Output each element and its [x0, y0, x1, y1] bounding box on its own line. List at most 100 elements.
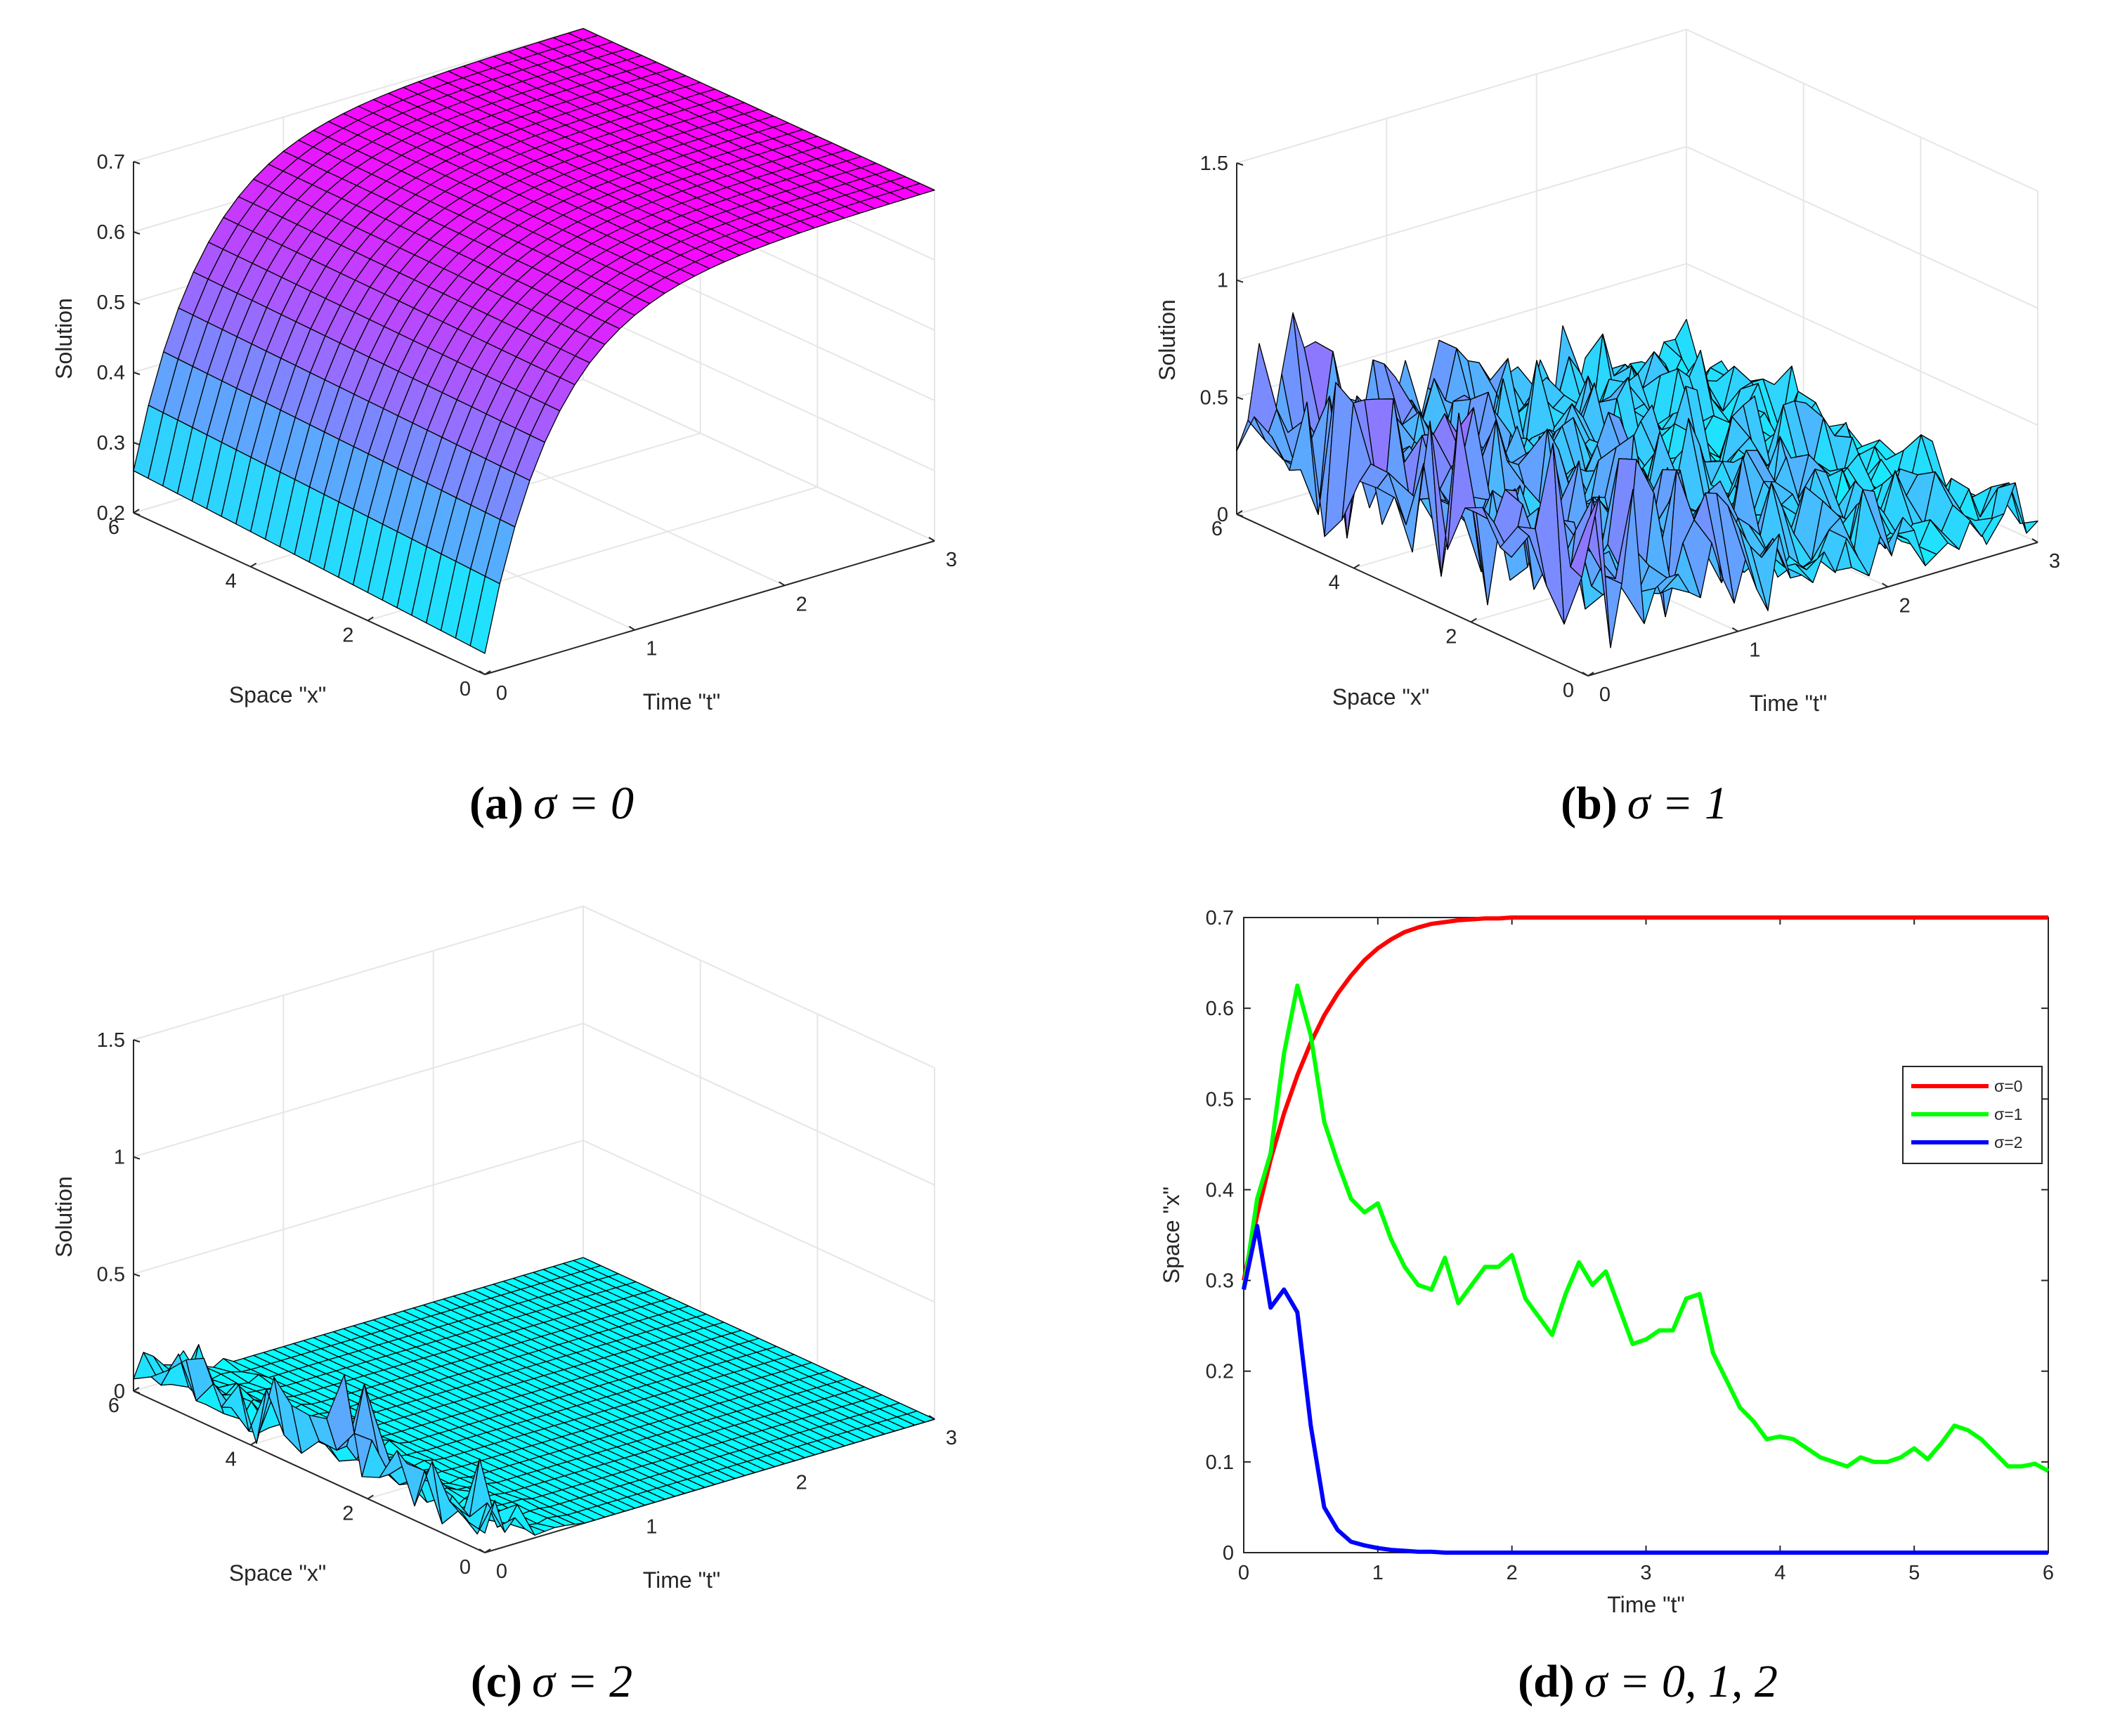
x-tick-label: 2 [1445, 625, 1457, 648]
caption-math: σ = 1 [1627, 778, 1728, 829]
z-tick [133, 372, 141, 375]
x-tick [250, 562, 257, 568]
t-tick-label: 3 [946, 549, 957, 571]
t-tick-label: 2 [796, 593, 807, 615]
series-line-2 [1242, 1224, 2048, 1555]
x-tick [367, 616, 374, 622]
z-tick [133, 161, 141, 164]
t-tick-label: 0 [496, 1560, 507, 1583]
x-tick [133, 1387, 140, 1392]
x-axis-label: Space "x" [229, 1560, 326, 1586]
series-line-1 [1242, 983, 2050, 1473]
z-tick-label: 0 [114, 1381, 125, 1403]
t-tick-label: 3 [2049, 550, 2060, 573]
x-tick [133, 509, 140, 514]
x-tick [1236, 510, 1243, 515]
z-tick-label: 0.5 [97, 1263, 125, 1286]
caption-label: (d) [1518, 1656, 1575, 1707]
y-tick-label: 0.5 [1206, 1088, 1234, 1111]
x-tick-label: 0 [460, 1556, 471, 1579]
legend-entry: σ=2 [1994, 1133, 2022, 1151]
surface-cell [1570, 495, 1600, 578]
z-tick-label: 0.3 [97, 432, 125, 455]
z-tick [1236, 396, 1244, 400]
grid-line [367, 136, 819, 622]
x-tick-label: 5 [1908, 1562, 1920, 1584]
z-tick [1236, 514, 1244, 517]
z-tick [1236, 162, 1244, 166]
x-tick [484, 1548, 491, 1553]
caption-label: (b) [1561, 778, 1618, 829]
caption-label: (c) [471, 1656, 522, 1707]
z-tick-label: 0.5 [97, 292, 125, 314]
caption-label: (a) [469, 778, 523, 829]
x-tick-label: 2 [1507, 1562, 1518, 1584]
x-tick-label: 6 [108, 1395, 119, 1417]
panel-axes [133, 161, 935, 675]
x-tick-label: 6 [108, 516, 119, 539]
x-tick [1587, 672, 1594, 677]
t-tick-label: 0 [496, 682, 507, 705]
x-tick-label: 0 [1563, 679, 1574, 702]
z-axis-label: Solution [1154, 299, 1180, 381]
z-tick-label: 0.2 [97, 502, 125, 525]
y-tick-label: 0.7 [1206, 907, 1234, 929]
x-axis-label: Time "t" [1607, 1592, 1684, 1617]
z-tick [1236, 279, 1244, 283]
grid-line [1236, 28, 2038, 192]
z-tick [133, 442, 141, 445]
t-axis-label: Time "t" [1750, 691, 1827, 716]
t-tick-label: 1 [646, 1516, 657, 1539]
x-tick-label: 2 [342, 624, 353, 646]
t-tick-label: 1 [1749, 639, 1760, 662]
legend-entry: σ=0 [1994, 1077, 2022, 1095]
x-tick-label: 6 [2043, 1562, 2054, 1584]
z-tick [133, 1390, 141, 1394]
z-tick [133, 301, 141, 305]
caption-math: σ = 0 [533, 778, 634, 829]
z-tick-label: 0.4 [97, 362, 125, 384]
t-tick-label: 1 [646, 638, 657, 660]
caption-d: (d) σ = 0, 1, 2 [1518, 1656, 1778, 1707]
z-tick-label: 1 [1217, 270, 1228, 292]
t-axis [1587, 542, 2038, 677]
y-tick-label: 0.1 [1206, 1451, 1234, 1474]
caption-c: (c) σ = 2 [471, 1656, 632, 1707]
x-tick [1470, 618, 1477, 623]
x-tick-label: 6 [1211, 518, 1223, 540]
z-tick-label: 1 [114, 1147, 125, 1169]
t-tick [1582, 672, 1589, 677]
z-tick-label: 1.5 [97, 1029, 125, 1052]
surface-cell [469, 575, 500, 654]
t-axis-label: Time "t" [643, 1567, 720, 1593]
t-tick [1731, 627, 1738, 632]
x-axis-label: Space "x" [1332, 684, 1429, 710]
surface-cell [467, 1500, 495, 1534]
caption-math: σ = 0, 1, 2 [1585, 1656, 1778, 1707]
x-tick-label: 0 [460, 678, 471, 700]
x-tick-label: 3 [1640, 1562, 1651, 1584]
t-tick [628, 625, 635, 631]
x-tick-label: 4 [1329, 572, 1340, 594]
z-tick-label: 0 [1217, 504, 1228, 526]
z-axis-label: Solution [51, 1176, 77, 1258]
x-axis [1236, 514, 1589, 677]
z-axis-label: Solution [51, 298, 77, 379]
t-tick [1882, 582, 1889, 588]
z-tick [133, 1039, 141, 1043]
t-axis [484, 540, 935, 675]
x-tick [484, 670, 491, 675]
x-tick-label: 0 [1238, 1562, 1249, 1584]
z-tick [133, 231, 141, 235]
x-tick [250, 1440, 257, 1446]
z-tick [133, 1156, 141, 1160]
grid-line [133, 1022, 935, 1186]
legend: σ=0 σ=1 σ=2 [1902, 1066, 2043, 1164]
y-tick-label: 0 [1223, 1542, 1234, 1565]
t-tick-label: 3 [946, 1427, 957, 1449]
caption-b: (b) σ = 1 [1561, 778, 1728, 829]
t-tick-label: 0 [1599, 684, 1611, 706]
z-tick-label: 0.6 [97, 221, 125, 244]
